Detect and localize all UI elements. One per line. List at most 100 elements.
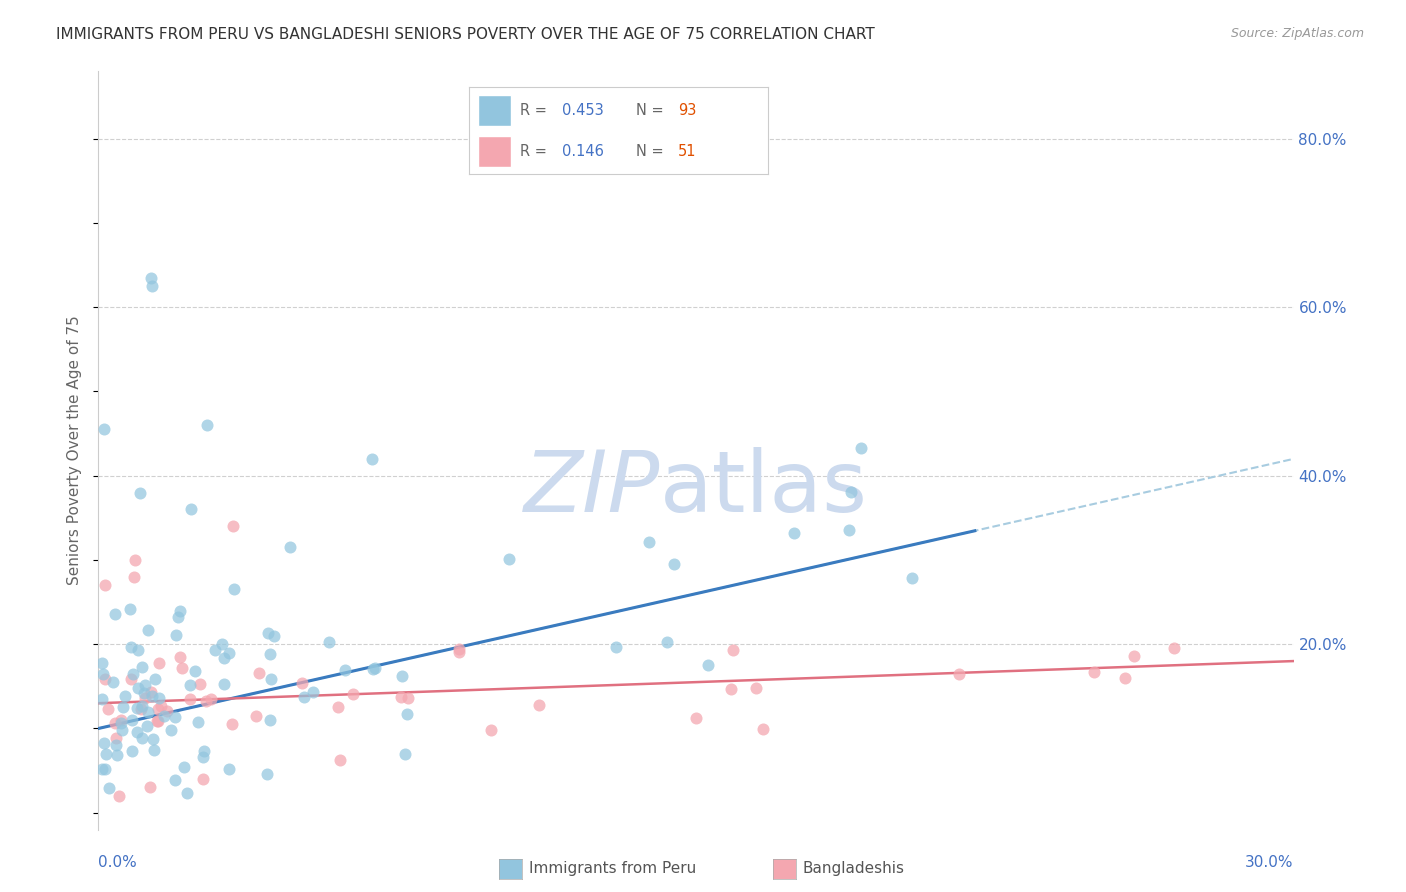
Point (173, 760, 195, 774)
Point (222, 519, 245, 533)
Point (247, 666, 270, 681)
Point (165, 628, 187, 642)
Point (662, 557, 685, 571)
Point (163, 772, 186, 787)
Point (128, 485, 150, 500)
Point (193, 744, 215, 758)
Point (127, 681, 149, 695)
Point (165, 710, 187, 724)
Point (720, 682, 742, 697)
Point (141, 270, 163, 285)
Point (394, 747, 416, 761)
Point (391, 668, 413, 682)
Point (257, 626, 280, 640)
Text: ZIP: ZIP (524, 447, 661, 530)
Point (166, 609, 188, 624)
Point (1083, 665, 1105, 680)
Point (146, 714, 169, 728)
Point (91, 666, 114, 681)
Point (125, 725, 148, 739)
Point (218, 762, 240, 776)
Text: 0.146: 0.146 (561, 144, 603, 159)
Point (1163, 640, 1185, 655)
Text: 51: 51 (678, 144, 696, 159)
Point (396, 690, 419, 705)
Point (127, 643, 149, 657)
Point (280, 541, 302, 555)
Point (121, 714, 143, 728)
Point (156, 704, 179, 718)
Point (245, 709, 267, 723)
Point (193, 750, 215, 764)
Point (134, 691, 156, 706)
Point (169, 650, 191, 665)
Text: R =: R = (520, 144, 547, 159)
Point (172, 661, 194, 675)
Point (120, 672, 142, 686)
Point (121, 744, 143, 758)
Point (153, 709, 176, 723)
Point (333, 663, 356, 677)
Point (93, 736, 115, 750)
Point (211, 637, 233, 651)
Point (141, 279, 163, 293)
Point (108, 789, 131, 803)
Point (389, 690, 412, 705)
Point (481, 723, 503, 738)
Point (901, 571, 924, 585)
Point (447, 641, 470, 656)
Point (111, 700, 134, 714)
Point (132, 686, 155, 700)
Point (326, 700, 349, 714)
Point (218, 646, 240, 660)
Point (195, 694, 218, 708)
Point (135, 719, 157, 733)
Point (110, 716, 132, 731)
Text: Bangladeshis: Bangladeshis (803, 862, 905, 876)
Point (655, 635, 678, 649)
Point (131, 698, 153, 713)
Point (851, 442, 873, 456)
Point (529, 698, 551, 712)
Point (136, 705, 159, 719)
Point (149, 698, 172, 713)
Point (93, 672, 115, 686)
Point (169, 604, 191, 618)
Point (101, 674, 124, 689)
Point (176, 786, 198, 800)
Point (120, 640, 142, 654)
Point (838, 523, 860, 537)
Point (136, 623, 159, 637)
Point (134, 678, 156, 692)
Point (104, 738, 127, 752)
Point (751, 723, 773, 737)
Point (148, 690, 170, 705)
Point (159, 723, 181, 738)
Point (110, 713, 132, 727)
Point (361, 662, 384, 676)
Point (1123, 648, 1146, 663)
Point (179, 692, 201, 706)
Point (292, 690, 315, 705)
Point (222, 582, 245, 596)
Text: 0.0%: 0.0% (98, 855, 138, 870)
Point (221, 717, 243, 731)
Text: Immigrants from Peru: Immigrants from Peru (529, 862, 696, 876)
Point (131, 660, 153, 674)
Point (498, 551, 520, 566)
Point (105, 747, 128, 762)
Point (91, 656, 114, 670)
Point (200, 691, 222, 706)
Point (256, 767, 278, 781)
Text: Source: ZipAtlas.com: Source: ZipAtlas.com (1230, 27, 1364, 40)
Point (214, 677, 236, 691)
Point (259, 647, 281, 661)
Text: N =: N = (637, 144, 664, 159)
Point (263, 629, 285, 643)
Point (131, 731, 153, 745)
Point (259, 714, 281, 728)
Text: R =: R = (520, 103, 547, 118)
Point (605, 640, 627, 654)
Point (122, 570, 145, 584)
Point (1114, 671, 1136, 685)
